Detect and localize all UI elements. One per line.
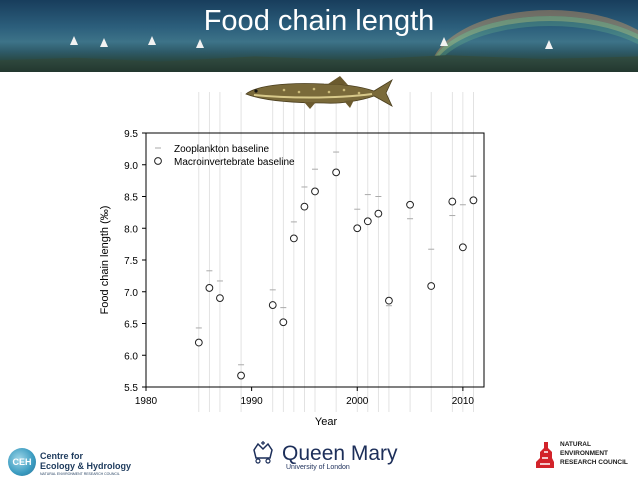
y-tick-label: 8.5 <box>124 193 138 204</box>
title-banner: Food chain length <box>0 0 638 72</box>
x-tick-label: 2010 <box>452 396 475 407</box>
macroinvertebrate-point <box>311 187 319 196</box>
ceh-name-line2: Ecology & Hydrology <box>40 461 132 471</box>
macroinvertebrate-point <box>363 217 372 226</box>
queen-mary-subtitle: University of London <box>286 464 350 471</box>
pike-fish-illustration <box>245 76 393 109</box>
nerc-logo: NATURAL ENVIRONMENT RESEARCH COUNCIL <box>534 440 634 472</box>
legend-label-macroinvertebrate: Macroinvertebrate baseline <box>174 157 295 168</box>
rainbow-decoration <box>430 10 638 72</box>
queen-mary-logo: Queen Mary University of London <box>250 440 398 474</box>
ceh-name-line1: Centre for <box>40 451 84 461</box>
nerc-name-line3: RESEARCH COUNCIL <box>560 459 628 466</box>
sailboat-icon <box>100 38 108 47</box>
macroinvertebrate-point <box>279 318 288 327</box>
ceh-emblem-letters: CEH <box>12 457 32 467</box>
x-tick-label: 1980 <box>135 396 158 407</box>
legend-marker-macroinvertebrate <box>154 157 162 165</box>
y-tick-label: 5.5 <box>124 383 138 394</box>
nerc-name-line2: ENVIRONMENT <box>560 450 609 457</box>
y-tick-label: 6.5 <box>124 320 138 331</box>
y-tick-label: 9.0 <box>124 161 138 172</box>
nerc-name-line1: NATURAL <box>560 441 591 448</box>
macroinvertebrate-point <box>289 234 298 243</box>
macroinvertebrate-point <box>374 209 383 218</box>
y-axis: 5.5 6.0 6.5 7.0 7.5 8.0 8.5 9.0 9.5 <box>124 129 146 394</box>
y-tick-label: 9.5 <box>124 129 138 140</box>
macroinvertebrate-point <box>448 197 457 206</box>
y-tick-label: 7.5 <box>124 256 138 267</box>
x-axis: 1980 1990 2000 2010 <box>135 387 475 407</box>
macroinvertebrate-point <box>300 202 309 211</box>
x-axis-title: Year <box>315 416 338 428</box>
queen-mary-crest-icon <box>253 441 273 464</box>
queen-mary-name: Queen Mary <box>282 442 398 465</box>
macroinvertebrate-point <box>268 301 277 309</box>
sailboat-icon <box>196 39 204 48</box>
nerc-mark-icon <box>536 442 554 468</box>
sailboat-icon <box>70 36 78 45</box>
macroinvertebrate-point <box>194 338 203 347</box>
y-tick-label: 6.0 <box>124 351 138 362</box>
macroinvertebrate-point <box>427 282 436 290</box>
x-tick-label: 2000 <box>346 396 369 407</box>
background-streaks <box>198 92 474 412</box>
y-tick-label: 8.0 <box>124 224 138 235</box>
macroinvertebrate-point <box>216 294 224 303</box>
ceh-logo: CEH Centre for Ecology & Hydrology NATUR… <box>8 446 148 478</box>
sailboat-icon <box>545 40 553 49</box>
macroinvertebrate-point <box>332 168 341 177</box>
y-axis-title: Food chain length (‰) <box>99 206 111 315</box>
ceh-subtitle: NATURAL ENVIRONMENT RESEARCH COUNCIL <box>40 472 120 476</box>
macroinvertebrate-point <box>353 224 362 233</box>
sailboat-icon <box>148 36 156 45</box>
macroinvertebrate-point <box>458 243 467 252</box>
macroinvertebrate-point <box>205 284 214 292</box>
data-marks <box>194 151 478 380</box>
y-tick-label: 7.0 <box>124 288 138 299</box>
legend-label-zooplankton: Zooplankton baseline <box>174 144 270 155</box>
slide-title: Food chain length <box>203 5 435 37</box>
macroinvertebrate-point <box>237 371 245 380</box>
ceh-name: Centre for Ecology & Hydrology <box>40 451 131 471</box>
chart-legend: Zooplankton baseline Macroinvertebrate ba… <box>154 144 295 168</box>
x-tick-label: 1990 <box>241 396 264 407</box>
ceh-emblem-icon <box>8 448 36 476</box>
sailboat-icon <box>440 37 448 46</box>
macroinvertebrate-point <box>385 296 393 305</box>
macroinvertebrate-point <box>406 200 414 209</box>
macroinvertebrate-point <box>469 196 478 205</box>
